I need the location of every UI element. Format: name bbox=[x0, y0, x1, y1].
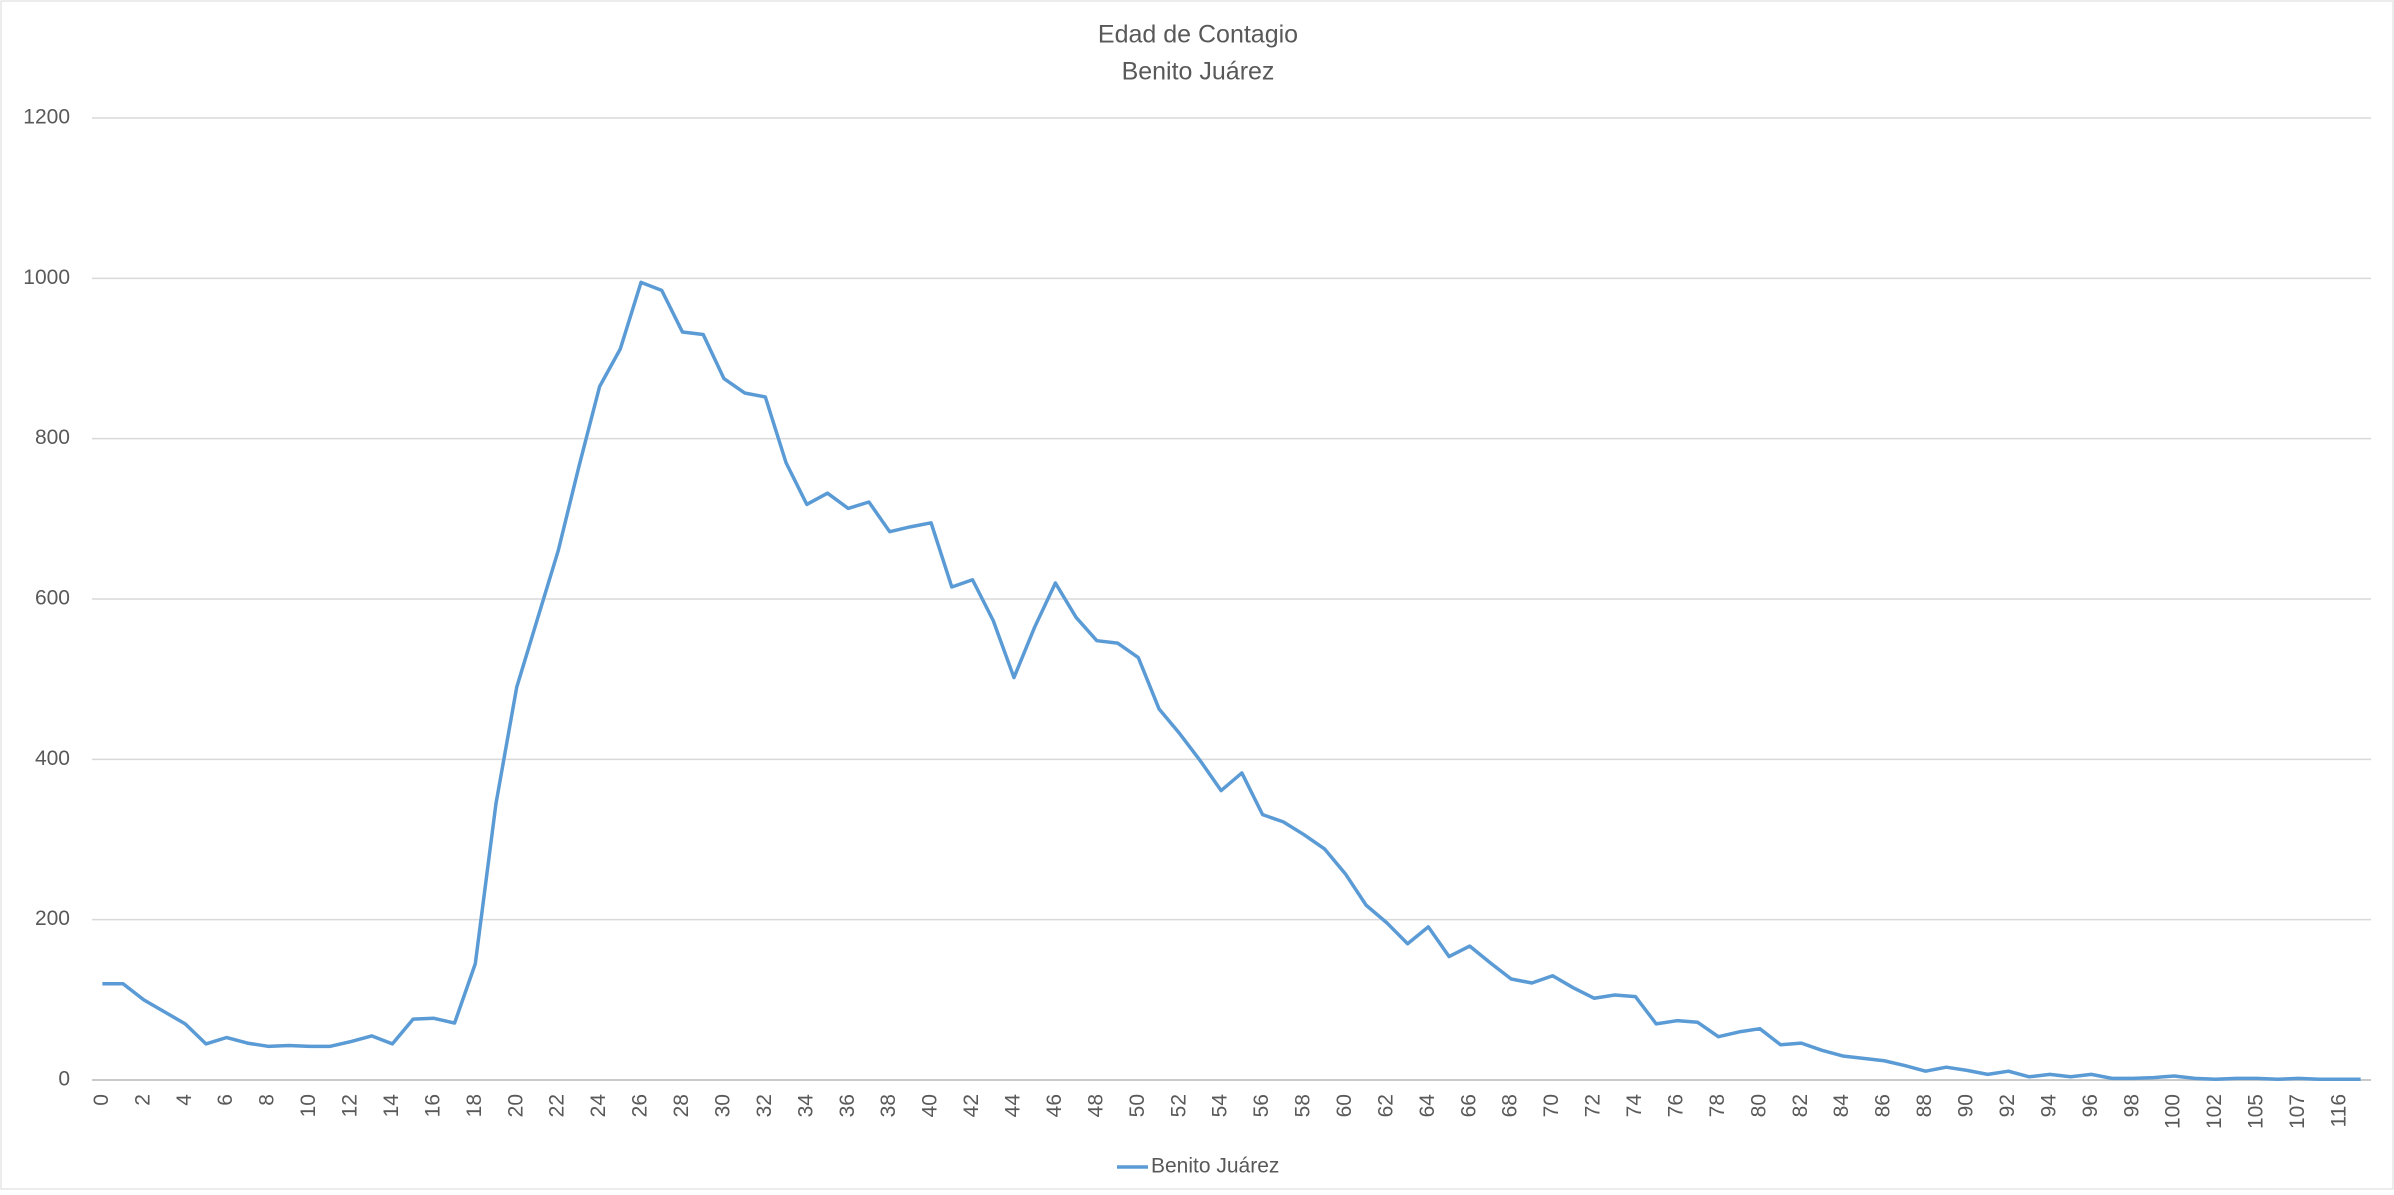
y-tick-label: 1000 bbox=[23, 266, 70, 289]
x-tick-label: 48 bbox=[1084, 1094, 1107, 1117]
x-tick-label: 116 bbox=[2327, 1094, 2350, 1127]
x-tick-label: 68 bbox=[1499, 1094, 1522, 1117]
x-tick-label: 70 bbox=[1540, 1094, 1563, 1117]
x-tick-label: 105 bbox=[2245, 1094, 2268, 1129]
x-tick-label: 20 bbox=[504, 1094, 527, 1117]
x-tick-label: 80 bbox=[1747, 1094, 1770, 1117]
x-tick-label: 64 bbox=[1416, 1094, 1439, 1118]
x-tick-label: 98 bbox=[2120, 1094, 2143, 1117]
x-tick-label: 28 bbox=[670, 1094, 693, 1117]
x-tick-label: 94 bbox=[2037, 1094, 2060, 1118]
x-tick-label: 40 bbox=[919, 1094, 942, 1117]
x-tick-label: 38 bbox=[877, 1094, 900, 1117]
x-tick-label: 66 bbox=[1457, 1094, 1480, 1117]
x-tick-label: 14 bbox=[380, 1094, 403, 1118]
x-tick-label: 100 bbox=[2162, 1094, 2185, 1129]
x-tick-label: 24 bbox=[587, 1094, 610, 1118]
x-tick-label: 52 bbox=[1167, 1094, 1190, 1117]
x-tick-label: 92 bbox=[1996, 1094, 2019, 1117]
x-tick-label: 102 bbox=[2203, 1094, 2226, 1129]
x-tick-label: 42 bbox=[960, 1094, 983, 1117]
x-tick-label: 22 bbox=[546, 1094, 569, 1117]
x-tick-label: 90 bbox=[1955, 1094, 1978, 1117]
x-tick-label: 74 bbox=[1623, 1094, 1646, 1118]
y-tick-label: 600 bbox=[35, 587, 70, 610]
x-tick-label: 86 bbox=[1872, 1094, 1895, 1117]
x-tick-label: 10 bbox=[297, 1094, 320, 1117]
line bbox=[102, 280, 2361, 1081]
x-tick-label: 12 bbox=[339, 1094, 362, 1117]
x-tick-label: 62 bbox=[1374, 1094, 1397, 1117]
legend-label: Benito Juárez bbox=[1151, 1155, 1279, 1178]
x-tick-label: 84 bbox=[1830, 1094, 1853, 1118]
y-tick-label: 200 bbox=[35, 907, 70, 930]
x-tick-label: 4 bbox=[173, 1094, 196, 1106]
x-tick-label: 6 bbox=[214, 1094, 237, 1106]
x-tick-label: 50 bbox=[1126, 1094, 1149, 1117]
x-tick-label: 72 bbox=[1582, 1094, 1605, 1117]
x-tick-label: 30 bbox=[711, 1094, 734, 1117]
x-tick-label: 96 bbox=[2079, 1094, 2102, 1117]
x-tick-label: 18 bbox=[463, 1094, 486, 1117]
chart-subtitle: Benito Juárez bbox=[1122, 58, 1275, 86]
x-tick-label: 78 bbox=[1706, 1094, 1729, 1117]
x-tick-label: 0 bbox=[90, 1094, 113, 1106]
x-tick-label: 56 bbox=[1250, 1094, 1273, 1117]
y-tick-label: 1200 bbox=[23, 106, 70, 129]
x-tick-label: 36 bbox=[836, 1094, 859, 1117]
x-tick-label: 88 bbox=[1913, 1094, 1936, 1117]
x-tick-label: 54 bbox=[1209, 1094, 1232, 1118]
x-tick-label: 34 bbox=[794, 1094, 817, 1118]
y-tick-label: 0 bbox=[58, 1068, 70, 1091]
y-tick-label: 800 bbox=[35, 426, 70, 449]
x-tick-label: 8 bbox=[256, 1094, 279, 1106]
x-tick-label: 26 bbox=[629, 1094, 652, 1117]
x-tick-label: 58 bbox=[1292, 1094, 1315, 1117]
x-tick-label: 32 bbox=[753, 1094, 776, 1117]
x-tick-label: 107 bbox=[2286, 1094, 2309, 1129]
x-tick-label: 82 bbox=[1789, 1094, 1812, 1117]
x-tick-label: 76 bbox=[1664, 1094, 1687, 1117]
x-tick-label: 16 bbox=[421, 1094, 444, 1117]
chart-title: Edad de Contagio bbox=[1098, 21, 1298, 49]
x-tick-label: 44 bbox=[1002, 1094, 1025, 1118]
x-tick-label: 46 bbox=[1043, 1094, 1066, 1117]
x-tick-label: 60 bbox=[1333, 1094, 1356, 1117]
x-tick-label: 2 bbox=[131, 1094, 154, 1106]
y-tick-label: 400 bbox=[35, 747, 70, 770]
